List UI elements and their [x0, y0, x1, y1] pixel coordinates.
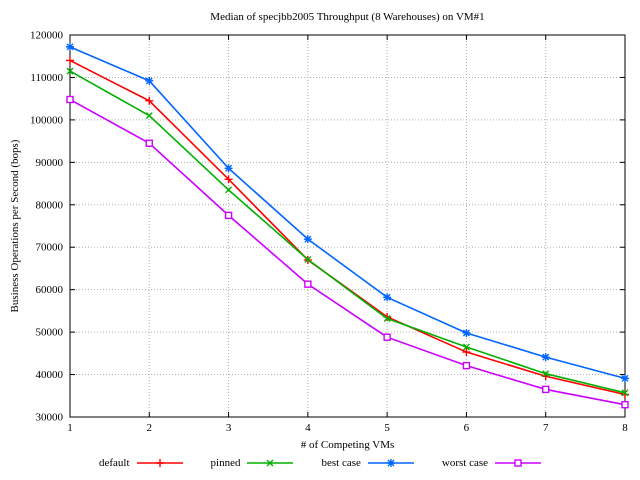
marker-square [145, 139, 153, 147]
marker-asterisk [66, 42, 74, 51]
marker-asterisk [386, 459, 395, 467]
x-tick-label: 7 [543, 422, 549, 434]
y-tick-label: 110000 [30, 72, 63, 84]
y-axis-label: Business Operations per Second (bops) [9, 139, 21, 313]
y-tick-label: 60000 [36, 284, 64, 296]
marker-square [542, 385, 550, 394]
marker-cross [542, 370, 550, 378]
x-tick-label: 1 [67, 422, 73, 434]
y-tick-label: 30000 [36, 412, 64, 424]
marker-cross [304, 256, 312, 264]
marker-square [621, 400, 629, 409]
x-tick-label: 4 [305, 422, 311, 434]
x-tick-label: 8 [622, 422, 628, 434]
series-line-default [69, 59, 626, 396]
series-line-pinned [69, 70, 626, 394]
marker-plus [462, 348, 471, 357]
y-tick-label: 50000 [36, 327, 64, 339]
legend-sample-asterisk [367, 459, 414, 467]
marker-asterisk [224, 164, 233, 173]
marker-square [462, 361, 471, 370]
series-line-best-case [69, 46, 626, 380]
legend-sample-square [495, 459, 542, 467]
chart-title: Median of specjbb2005 Throughput (8 Ware… [210, 11, 485, 23]
marker-asterisk [541, 353, 550, 362]
marker-cross [462, 343, 470, 351]
marker-cross [621, 389, 629, 397]
marker-square [383, 333, 391, 341]
y-tick-label: 120000 [30, 30, 64, 42]
legend: default pinned best case worst case [0, 457, 640, 469]
legend-item-best-case: best case [321, 457, 414, 469]
marker-cross [383, 315, 391, 323]
legend-label: default [98, 457, 130, 469]
marker-cross [145, 112, 153, 120]
legend-item-pinned: pinned [211, 457, 294, 469]
marker-square [224, 211, 233, 220]
marker-plus [145, 96, 154, 105]
y-tick-label: 80000 [36, 199, 64, 211]
legend-label: worst case [441, 457, 489, 469]
marker-plus [224, 175, 233, 184]
legend-sample-cross [247, 459, 294, 467]
x-tick-label: 2 [147, 422, 153, 434]
marker-asterisk [621, 374, 629, 383]
legend-sample-plus [136, 459, 183, 467]
x-tick-label: 5 [384, 422, 390, 434]
marker-plus [155, 459, 164, 467]
marker-asterisk [462, 328, 471, 337]
marker-asterisk [145, 76, 154, 85]
legend-label: pinned [210, 457, 241, 469]
marker-cross [225, 186, 233, 194]
marker-cross [66, 67, 74, 75]
x-tick-label: 6 [464, 422, 470, 434]
legend-label: best case [321, 457, 361, 469]
plot-border [69, 34, 626, 418]
marker-square [66, 95, 74, 104]
legend-item-default: default [99, 457, 183, 469]
x-tick-label: 3 [226, 422, 232, 434]
x-axis-label: # of Competing VMs [300, 439, 395, 451]
marker-square [514, 459, 522, 467]
y-tick-label: 70000 [36, 242, 64, 254]
marker-asterisk [383, 293, 392, 302]
series-line-worst-case [69, 98, 626, 406]
y-tick-label: 40000 [36, 369, 64, 381]
y-tick-label: 100000 [30, 114, 64, 126]
marker-plus [66, 56, 74, 65]
marker-asterisk [303, 235, 312, 244]
marker-cross [266, 459, 274, 467]
y-tick-label: 90000 [36, 157, 64, 169]
marker-square [304, 280, 312, 288]
legend-item-worst-case: worst case [441, 457, 542, 469]
